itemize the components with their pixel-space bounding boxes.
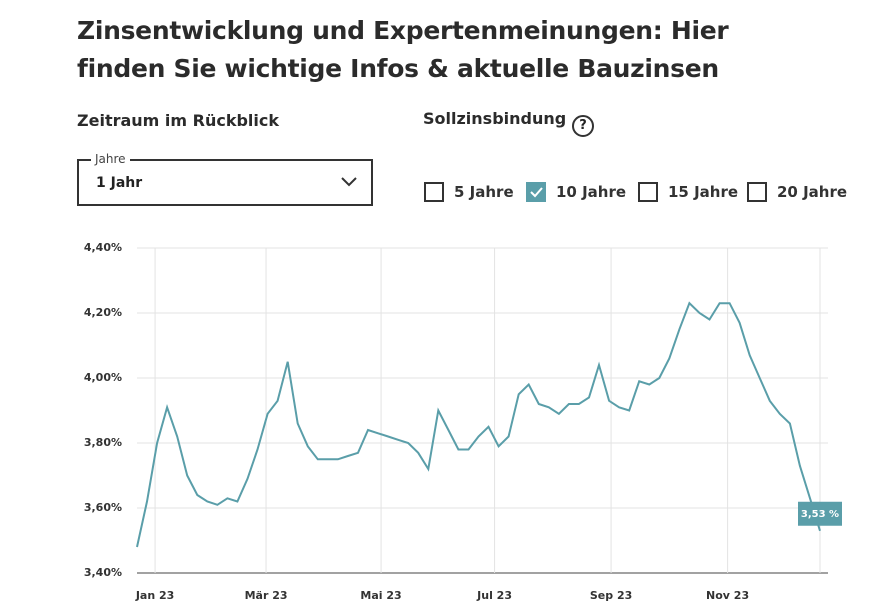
checkbox-option[interactable]: 20 Jahre	[747, 182, 847, 202]
checkbox-label: 20 Jahre	[777, 183, 848, 201]
checkbox-label: 15 Jahre	[668, 183, 739, 201]
chevron	[341, 177, 357, 187]
checkbox[interactable]	[526, 182, 546, 202]
help-icon[interactable]: ?	[572, 115, 594, 137]
y-tick-label: 3,40%	[84, 566, 122, 579]
line-series	[136, 301, 821, 548]
y-tick-label: 4,00%	[84, 371, 122, 384]
select-legend: Jahre	[91, 152, 130, 166]
binding-label: Sollzinsbindung	[423, 109, 567, 128]
page-title: Zinsentwicklung und Expertenmeinungen: H…	[77, 12, 729, 88]
value-badge	[798, 501, 842, 526]
checkbox-option[interactable]: 15 Jahre	[638, 182, 738, 202]
select-value: 1 Jahr	[96, 175, 143, 191]
checkbox-label: 10 Jahre	[556, 183, 627, 201]
y-tick-label: 3,60%	[84, 501, 122, 514]
checkbox[interactable]	[424, 182, 444, 202]
y-tick-label: 4,40%	[84, 241, 122, 254]
x-tick-label: Nov 23	[706, 589, 749, 602]
value-badge-label: 3,53 %	[801, 509, 839, 520]
period-select[interactable]: Jahre 1 Jahr	[77, 152, 373, 206]
checkbox[interactable]	[747, 182, 767, 202]
title-line: Zinsentwicklung und Expertenmeinungen: H…	[77, 16, 729, 45]
checkbox-option[interactable]: 10 Jahre	[526, 182, 626, 202]
period-label: Zeitraum im Rückblick	[77, 111, 280, 130]
y-tick-label: 3,80%	[84, 436, 122, 449]
checkbox-label: 5 Jahre	[454, 183, 514, 201]
y-tick-label: 4,20%	[84, 306, 122, 319]
checkbox[interactable]	[638, 182, 658, 202]
x-tick-label: Jan 23	[135, 589, 174, 602]
x-tick-label: Jul 23	[476, 589, 512, 602]
check	[530, 187, 543, 198]
checkbox-option[interactable]: 5 Jahre	[424, 182, 514, 202]
x-tick-label: Sep 23	[590, 589, 632, 602]
x-tick-label: Mär 23	[245, 589, 288, 602]
title-line: finden Sie wichtige Infos & aktuelle Bau…	[77, 54, 719, 83]
x-tick-label: Mai 23	[360, 589, 401, 602]
